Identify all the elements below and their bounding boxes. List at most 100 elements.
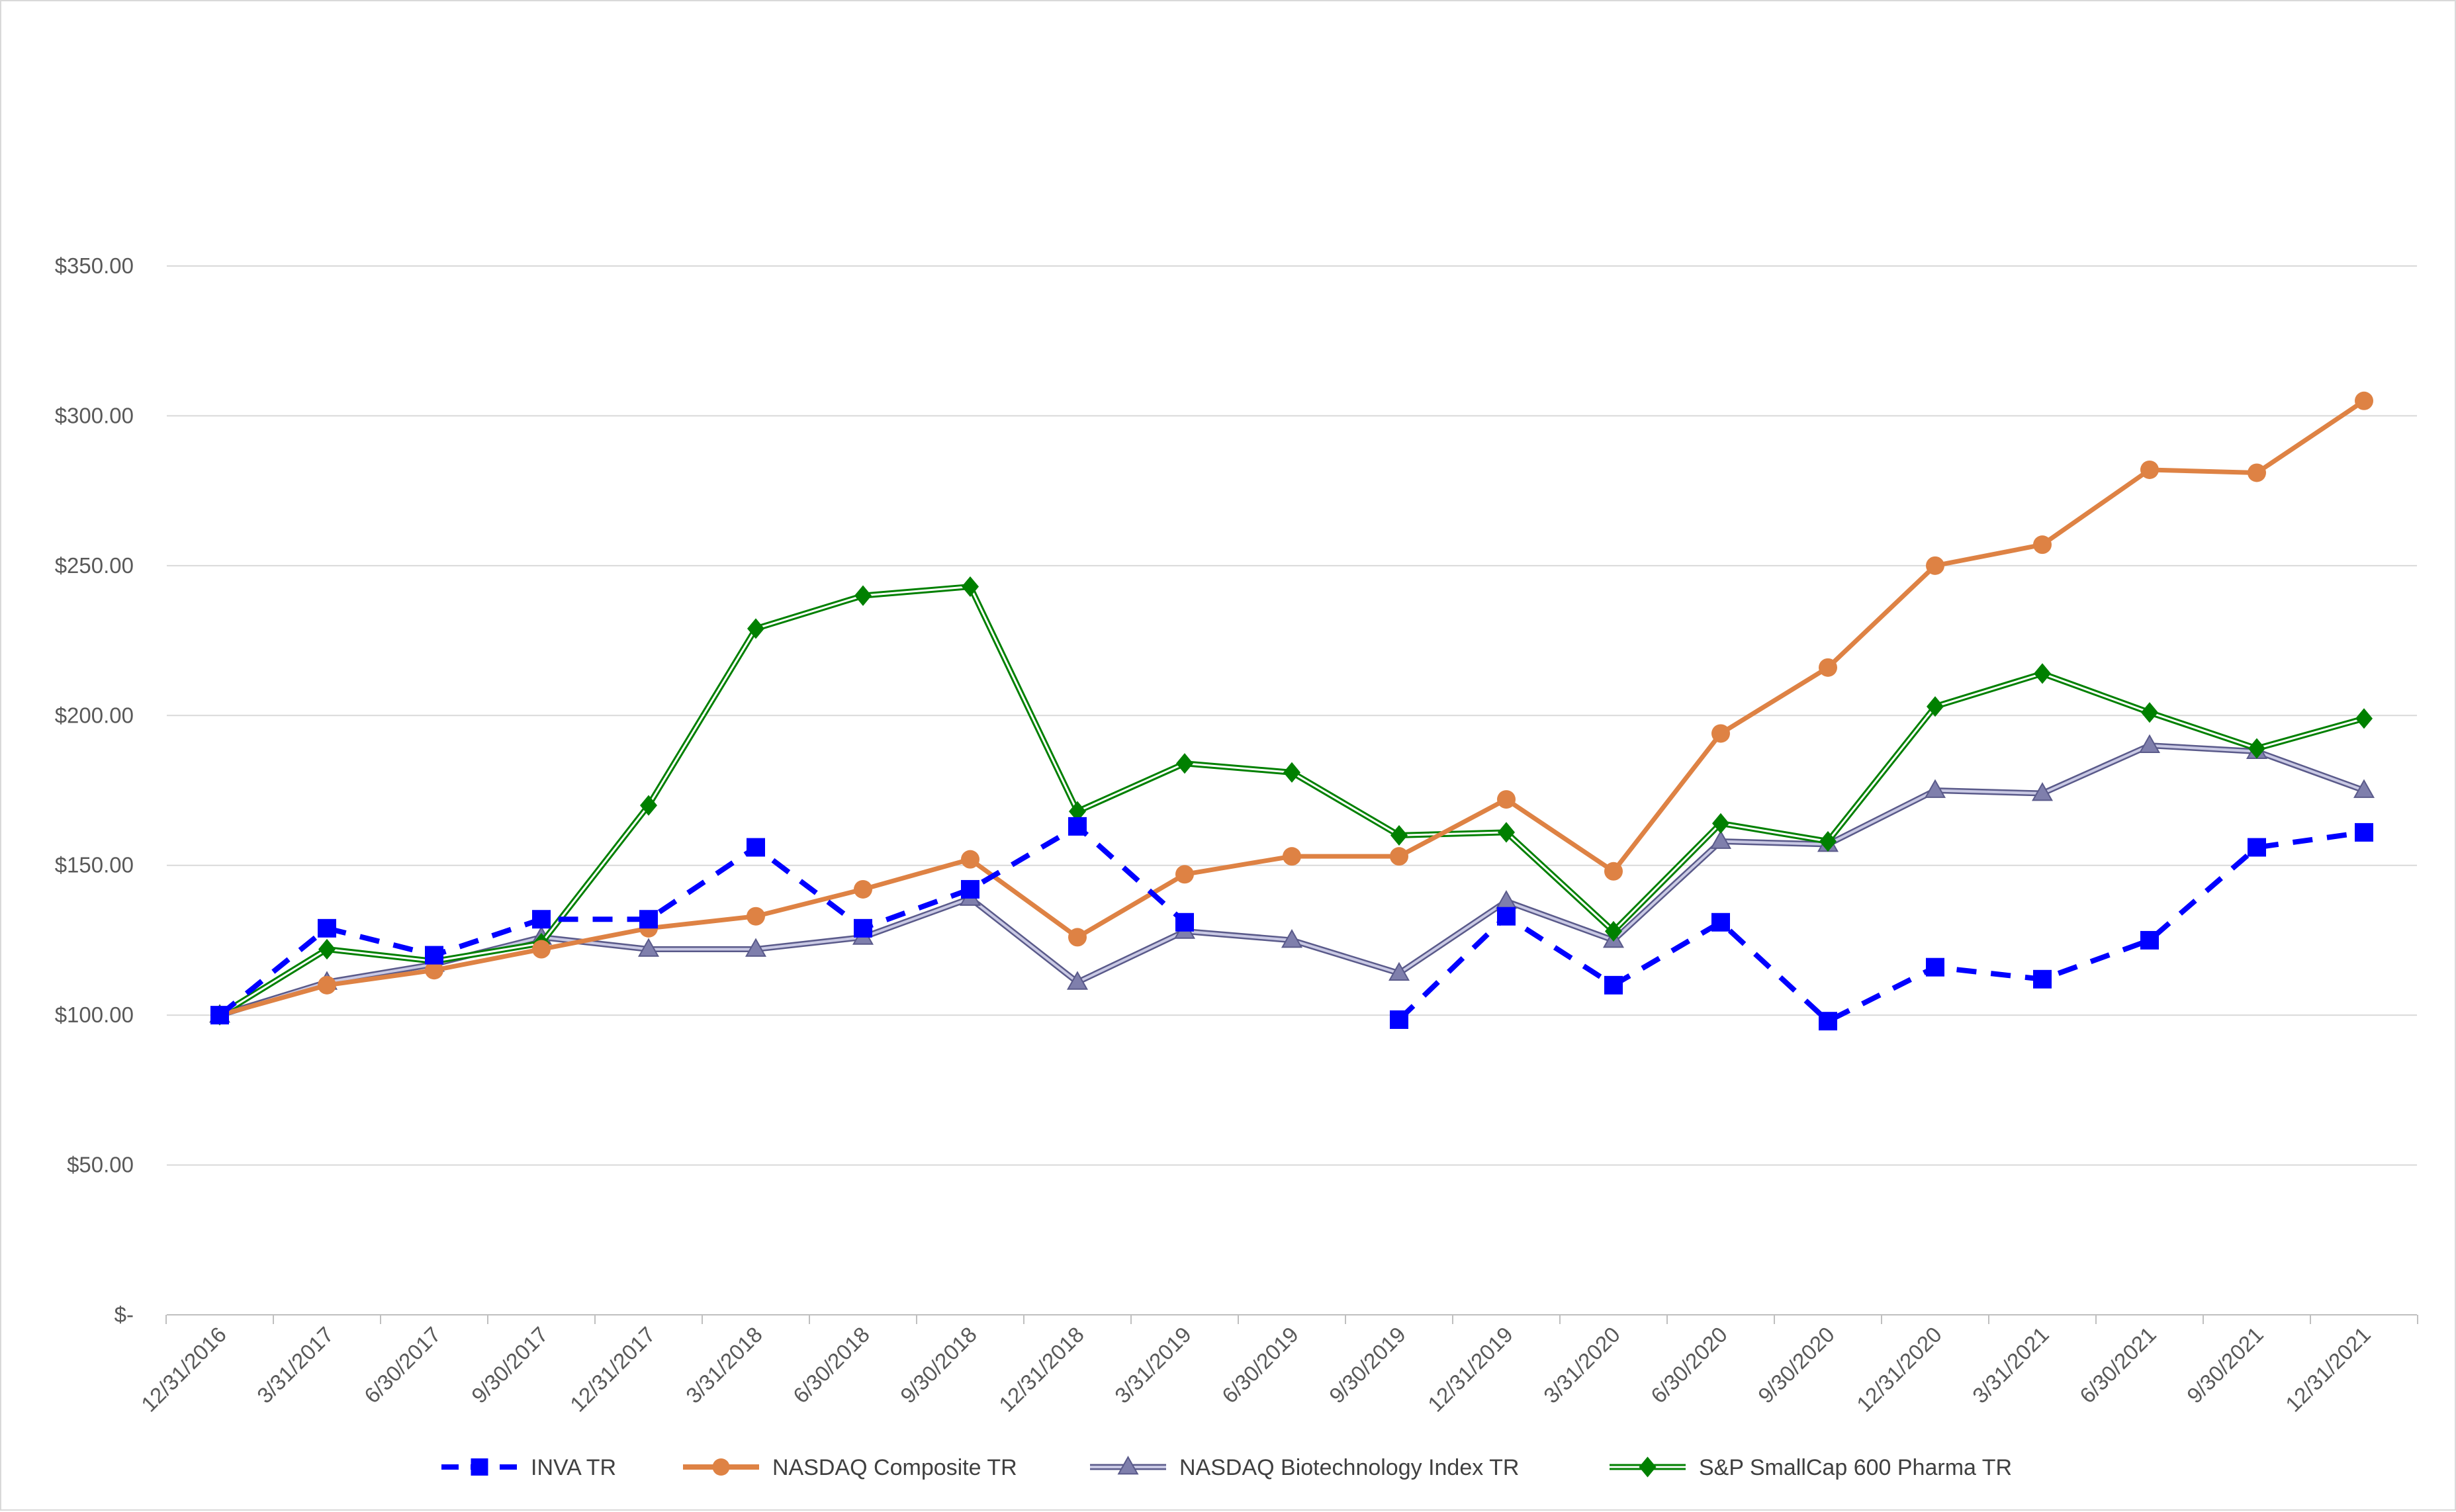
data-point: [1175, 912, 1194, 932]
x-tick-label: 12/31/2021: [2281, 1322, 2375, 1417]
data-point: [1819, 830, 1837, 852]
x-tick-label: 6/30/2021: [2075, 1322, 2161, 1408]
data-point: [1068, 928, 1087, 947]
data-point: [854, 879, 872, 899]
data-point: [637, 938, 660, 957]
y-tick-label: $200.00: [55, 703, 134, 727]
data-point: [1712, 813, 1729, 834]
legend-item-0: INVA TR: [441, 1455, 616, 1480]
data-point: [1927, 696, 1944, 717]
grid-lines: [165, 265, 2418, 1324]
data-point: [1069, 801, 1086, 822]
data-point: [1281, 928, 1303, 948]
series-1: [210, 391, 2373, 1025]
x-tick-label: 9/30/2019: [1324, 1322, 1410, 1408]
data-point: [747, 907, 765, 926]
x-tick-label: 6/30/2020: [1646, 1322, 1732, 1408]
data-point: [1068, 817, 1087, 836]
data-point: [2140, 460, 2159, 479]
data-point: [854, 918, 872, 938]
data-point: [1175, 865, 1194, 884]
data-point: [1066, 971, 1089, 990]
data-point: [1604, 862, 1623, 881]
data-point: [1604, 975, 1623, 995]
x-axis-labels: 12/31/2016 3/31/2017 6/30/2017 9/30/2017 12/…: [136, 1322, 2375, 1417]
data-point: [425, 961, 443, 980]
data-point: [640, 795, 657, 816]
data-point: [1497, 907, 1516, 926]
y-tick-label: $350.00: [55, 253, 134, 278]
data-point: [1819, 1012, 1837, 1031]
data-point: [1819, 658, 1837, 677]
data-point: [1711, 724, 1730, 743]
data-point: [712, 1458, 730, 1476]
series-lines: [208, 391, 2375, 1031]
x-tick-label: 9/30/2017: [467, 1322, 553, 1408]
x-tick-label: 9/30/2021: [2182, 1322, 2268, 1408]
data-point: [639, 910, 658, 929]
x-tick-label: 12/31/2018: [994, 1322, 1089, 1417]
data-point: [961, 879, 979, 899]
data-point: [961, 850, 979, 869]
data-point: [1390, 847, 1408, 866]
y-tick-label: $50.00: [67, 1153, 134, 1177]
data-point: [1711, 912, 1730, 932]
data-point: [1709, 830, 1732, 849]
x-tick-label: 9/30/2018: [895, 1322, 981, 1408]
data-point: [1390, 1010, 1408, 1029]
data-point: [1498, 822, 1515, 843]
series-0: [210, 817, 2373, 1031]
x-tick-label: 6/30/2017: [359, 1322, 445, 1408]
x-tick-label: 9/30/2020: [1753, 1322, 1839, 1408]
data-point: [210, 1006, 229, 1025]
legend-item-2: NASDAQ Biotechnology Index TR: [1090, 1455, 1519, 1480]
data-point: [962, 576, 979, 598]
x-tick-label: 3/31/2020: [1539, 1322, 1625, 1408]
legend-label: NASDAQ Biotechnology Index TR: [1179, 1455, 1519, 1480]
x-tick-label: 3/31/2019: [1110, 1322, 1196, 1408]
data-point: [318, 938, 336, 960]
data-point: [1639, 1456, 1657, 1478]
data-point: [425, 946, 443, 965]
data-point: [2248, 838, 2266, 857]
x-tick-label: 3/31/2017: [252, 1322, 338, 1408]
data-point: [1926, 556, 1944, 575]
x-tick-label: 12/31/2017: [565, 1322, 660, 1417]
data-point: [2248, 738, 2265, 759]
data-point: [1176, 753, 1193, 774]
x-tick-label: 6/30/2019: [1217, 1322, 1303, 1408]
data-point: [2033, 969, 2052, 989]
legend-item-3: S&P SmallCap 600 Pharma TR: [1610, 1455, 2012, 1480]
data-point: [1390, 824, 1408, 846]
data-point: [318, 975, 336, 995]
data-point: [2141, 702, 2158, 723]
data-point: [745, 938, 767, 957]
data-point: [854, 585, 872, 606]
data-point: [1388, 961, 1410, 981]
data-point: [1495, 890, 1518, 909]
data-point: [471, 1458, 488, 1476]
data-point: [747, 838, 765, 857]
series-line: [1397, 829, 2365, 1024]
legend-label: S&P SmallCap 600 Pharma TR: [1699, 1455, 2012, 1480]
x-tick-label: 12/31/2016: [136, 1322, 231, 1417]
data-point: [2031, 782, 2054, 801]
y-tick-label: $150.00: [55, 853, 134, 877]
y-tick-label: $250.00: [55, 553, 134, 578]
series-3: [211, 576, 2373, 1026]
data-point: [318, 918, 336, 938]
data-point: [2138, 734, 2161, 753]
y-tick-label: $-: [114, 1302, 134, 1327]
x-tick-label: 3/31/2021: [1968, 1322, 2054, 1408]
data-point: [2034, 663, 2051, 684]
data-point: [532, 910, 551, 929]
data-point: [1926, 957, 1944, 977]
legend-label: NASDAQ Composite TR: [772, 1455, 1017, 1480]
y-axis-labels: $- $50.00 $100.00 $150.00 $200.00 $250.00 $300…: [55, 253, 134, 1327]
data-point: [1283, 847, 1301, 866]
data-point: [2353, 779, 2375, 798]
x-tick-label: 3/31/2018: [681, 1322, 767, 1408]
legend-item-1: NASDAQ Composite TR: [683, 1455, 1017, 1480]
